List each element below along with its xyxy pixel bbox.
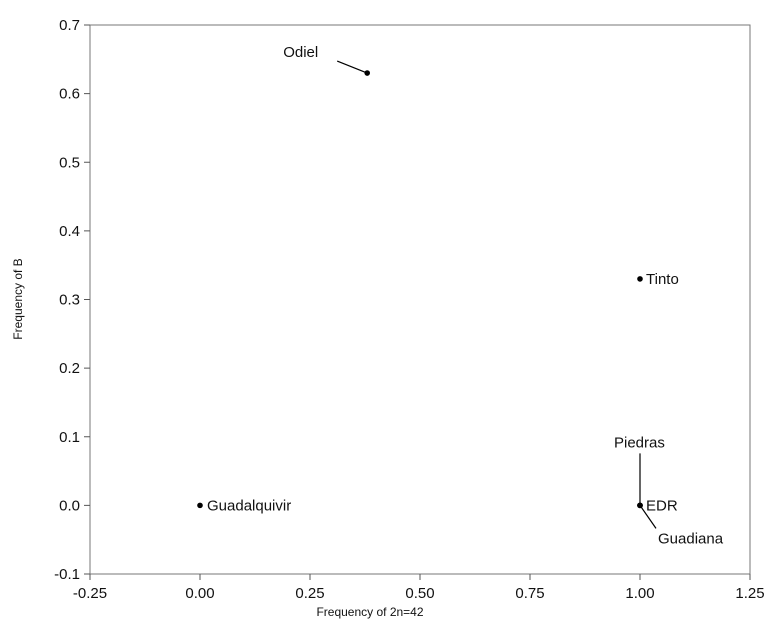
x-tick-label: 0.75 [515, 585, 544, 602]
x-axis: -0.25 0.00 0.25 0.50 0.75 1.00 1.25 [73, 574, 765, 602]
point-labels: Odiel Tinto Guadalquivir Piedras EDR Guadiana [207, 44, 724, 547]
x-tick-label: 1.25 [735, 585, 764, 602]
point-label: Guadiana [658, 530, 724, 547]
data-point [637, 276, 643, 282]
y-tick-label: 0.2 [59, 360, 80, 377]
y-tick-label: 0.6 [59, 86, 80, 103]
x-axis-title: Frequency of 2n=42 [316, 605, 423, 619]
y-tick-label: 0.3 [59, 292, 80, 309]
data-points [197, 70, 643, 509]
data-point [197, 502, 203, 509]
x-tick-label: 0.25 [295, 585, 324, 602]
y-tick-label: 0.5 [59, 154, 80, 171]
x-tick-label: 0.50 [405, 585, 434, 602]
y-axis: -0.1 0.0 0.1 0.2 0.3 0.4 0.5 0.6 0.7 [54, 17, 90, 583]
y-tick-label: 0.1 [59, 429, 80, 446]
label-leader-line [336, 60, 368, 74]
y-axis-title: Frequency of B [11, 258, 25, 339]
point-label: Tinto [646, 271, 679, 288]
y-tick-label: 0.0 [59, 497, 80, 514]
y-tick-label: 0.4 [59, 223, 80, 240]
y-tick-label: 0.7 [59, 17, 80, 34]
point-label: Piedras [614, 434, 665, 451]
plot-area [89, 24, 751, 575]
x-tick-label: 0.00 [185, 585, 214, 602]
data-point [637, 502, 643, 509]
point-label: Odiel [283, 44, 318, 61]
point-label: EDR [646, 497, 678, 514]
label-leader-line [639, 505, 657, 529]
x-tick-label: 1.00 [625, 585, 654, 602]
x-tick-label: -0.25 [73, 585, 107, 602]
data-point [364, 70, 371, 76]
label-leader-lines [336, 60, 657, 529]
point-label: Guadalquivir [207, 497, 291, 514]
y-tick-label: -0.1 [54, 566, 80, 583]
